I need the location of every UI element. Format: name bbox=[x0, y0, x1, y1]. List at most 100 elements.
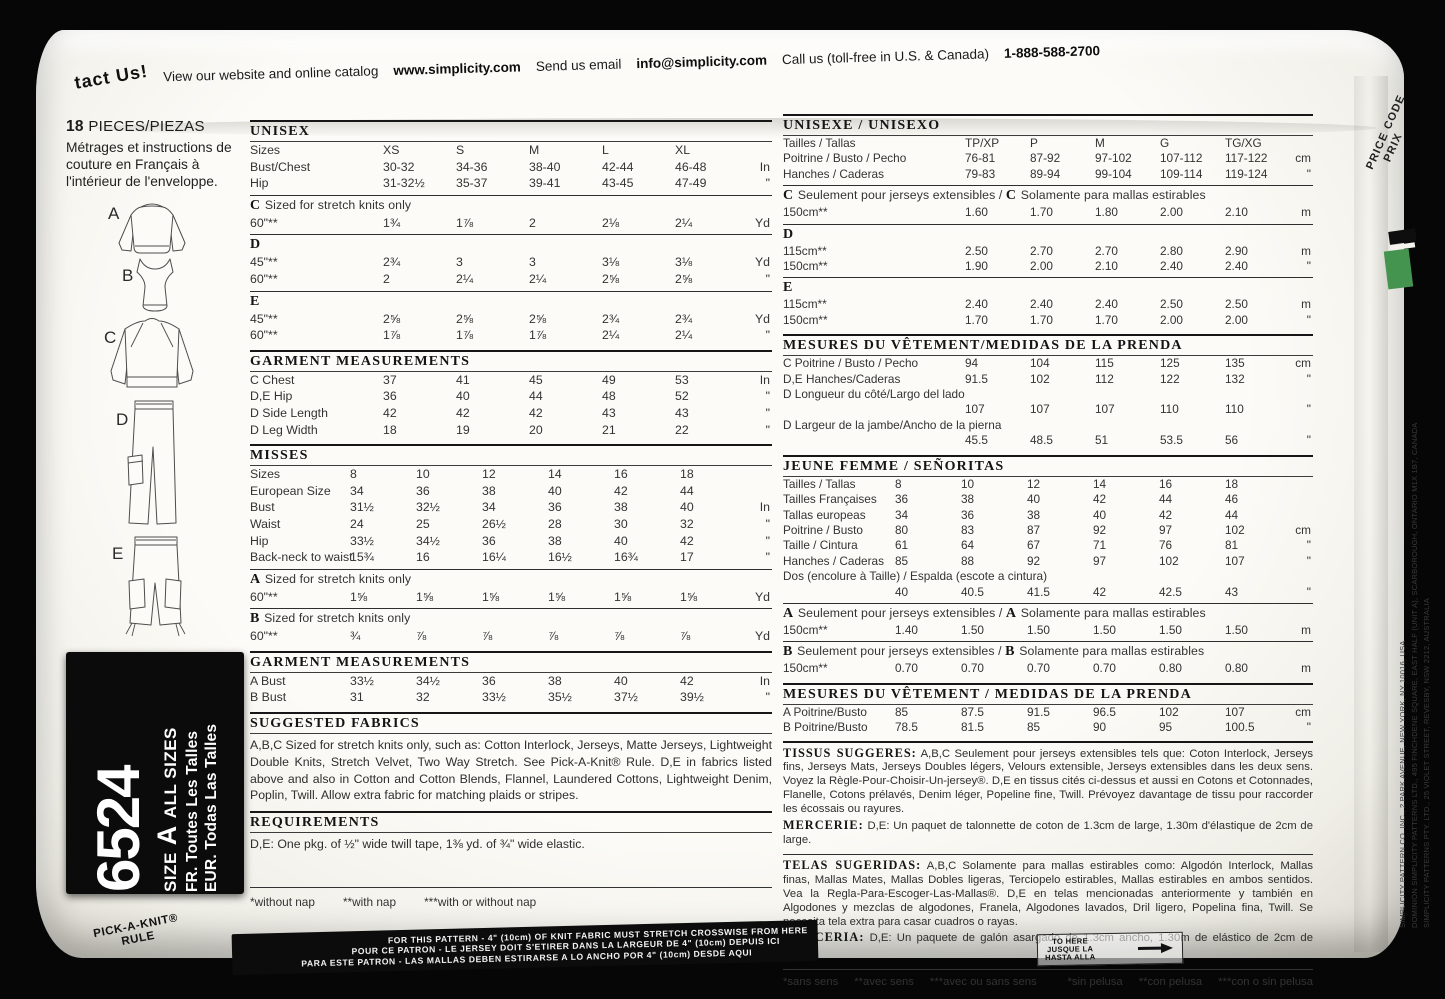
row-value: 87 bbox=[1027, 522, 1041, 537]
row-value: 35-37 bbox=[456, 176, 488, 191]
row-value: 1⅝ bbox=[614, 589, 632, 604]
table-heading: B Sized for stretch knits only bbox=[250, 608, 772, 628]
table-row: Dos (encolure à Taille) / Espalda (escot… bbox=[783, 569, 1313, 584]
garment-sketch-b bbox=[136, 258, 174, 312]
view-label-e: E bbox=[112, 544, 124, 563]
row-label: 60"** bbox=[250, 589, 278, 604]
row-unit: cm bbox=[1295, 356, 1311, 371]
publisher-address: SIMPLICITY PATTERNS PTY. LTD., 25 VIOLET… bbox=[1422, 598, 1431, 928]
row-value: 107 bbox=[1030, 402, 1050, 417]
row-label: Hanches / Caderas bbox=[783, 553, 884, 568]
row-label: Back-neck to waist bbox=[250, 550, 353, 565]
row-label: Poitrine / Busto bbox=[783, 522, 863, 537]
row-value: 42 bbox=[456, 405, 470, 420]
row-value: 33½ bbox=[350, 673, 374, 688]
row-value: 1.70 bbox=[1095, 312, 1118, 327]
table-row: C Poitrine / Busto / Pecho 94 104 115 125 135… bbox=[783, 356, 1313, 371]
row-value: 1⅝ bbox=[548, 589, 566, 604]
view-label-d: D bbox=[116, 410, 129, 429]
table-heading-bold: E bbox=[250, 293, 261, 309]
row-value: 1¾ bbox=[383, 215, 401, 230]
table-heading-text: Sized for stretch knits only bbox=[260, 611, 411, 626]
row-value: 34-36 bbox=[456, 159, 488, 174]
table-heading: E bbox=[250, 290, 772, 311]
table-row: D Side Length 42 42 42 43 43 " bbox=[250, 405, 772, 422]
row-value: 1.50 bbox=[1027, 622, 1050, 637]
row-value: 41.5 bbox=[1027, 584, 1050, 599]
row-unit: Yd bbox=[754, 311, 770, 326]
row-value: 1.50 bbox=[1093, 622, 1116, 637]
table-row: B Poitrine/Busto 78.5 81.5 85 90 95 100.5 " bbox=[783, 720, 1313, 735]
table-heading-bold: UNISEXE / UNISEXO bbox=[783, 118, 941, 133]
row-value: 32 bbox=[680, 516, 694, 531]
table-vue-d: D 115cm** 2.50 2.70 2.70 2.80 2.90 m 150cm** 1.90… bbox=[783, 223, 1313, 275]
row-value: 2⅝ bbox=[529, 311, 547, 326]
row-value: 43 bbox=[1225, 584, 1239, 599]
row-unit: " bbox=[1306, 371, 1311, 386]
row-label: 60"** bbox=[250, 629, 278, 644]
row-value: 0.80 bbox=[1225, 661, 1248, 676]
row-value: 36 bbox=[383, 389, 397, 404]
table-row: D Longueur du côté/Largo del lado bbox=[783, 387, 1313, 402]
nap-footnote: *without nap bbox=[250, 895, 315, 910]
view-label-b: B bbox=[122, 266, 134, 285]
row-value: 41 bbox=[456, 372, 470, 387]
size-letter: A bbox=[151, 825, 182, 846]
garment-sketch-e bbox=[125, 536, 186, 637]
table-row: Sizes 8 10 12 14 16 18 bbox=[250, 466, 772, 483]
french-size-tables: UNISEXE / UNISEXO Tailles / Tallas TP/XP P M… bbox=[783, 114, 1313, 736]
row-value: 33½ bbox=[350, 533, 374, 548]
row-value: 2.00 bbox=[1030, 259, 1053, 274]
row-value: 107 bbox=[1095, 402, 1115, 417]
row-value: 12 bbox=[482, 467, 496, 482]
row-value: 1⅞ bbox=[383, 328, 401, 343]
row-value: 95 bbox=[1159, 720, 1173, 735]
paper-crease bbox=[96, 118, 1376, 138]
table-heading-bold: UNISEX bbox=[250, 124, 311, 139]
table-heading-text: Seulement pour jerseys extensibles / bbox=[794, 605, 1006, 620]
row-value: 18 bbox=[383, 422, 397, 437]
table-row: A Bust 33½ 34½ 36 38 40 42 In bbox=[250, 673, 772, 690]
row-value: 97 bbox=[1093, 553, 1107, 568]
row-label: 115cm** bbox=[783, 243, 827, 258]
to-here-box: TO HERE JUSQUE LA HASTA ALLA bbox=[1036, 931, 1184, 967]
table-heading: MISSES bbox=[250, 444, 772, 467]
row-value: 42 bbox=[383, 405, 397, 420]
row-value: ⅞ bbox=[614, 629, 625, 644]
telas-sugeridas-lead: TELAS SUGERIDAS: bbox=[783, 857, 922, 872]
row-value: 18 bbox=[1225, 476, 1239, 491]
row-value: 2.00 bbox=[1225, 312, 1248, 327]
sens-pelusa-footnotes: *sans sens **avec sens ***avec ou sans sen… bbox=[783, 969, 1313, 988]
row-label: Hip bbox=[250, 533, 269, 548]
telas-sugeridas-section: TELAS SUGERIDAS: A,B,C Solamente para ma… bbox=[783, 853, 1313, 960]
table-row: Tallas europeas 34 36 38 40 42 44 bbox=[783, 508, 1313, 523]
row-value: 2.50 bbox=[1225, 297, 1248, 312]
banner-call-text: Call us (toll-free in U.S. & Canada) bbox=[781, 46, 990, 68]
to-here-text: HASTA ALLA bbox=[1045, 952, 1096, 963]
row-unit: " bbox=[1306, 538, 1311, 553]
row-label: 45"** bbox=[250, 311, 278, 326]
row-value: 39-41 bbox=[529, 176, 561, 191]
table-heading: D bbox=[783, 223, 1313, 244]
row-value: 16 bbox=[1159, 476, 1173, 491]
tissus-suggeres-text: A,B,C Seulement pour jerseys extensibles… bbox=[783, 747, 1314, 816]
row-value: 35½ bbox=[548, 690, 572, 705]
row-value: 2.40 bbox=[965, 297, 988, 312]
row-value: 8 bbox=[895, 476, 902, 491]
row-unit: m bbox=[1301, 297, 1311, 312]
table-row: 60"** 2 2¼ 2¼ 2⅝ 2⅝ " bbox=[250, 271, 772, 288]
row-value: 42 bbox=[680, 673, 694, 688]
row-value: 2⅛ bbox=[602, 215, 620, 230]
row-unit: Yd bbox=[754, 589, 770, 604]
row-value: 49 bbox=[602, 372, 616, 387]
publisher-address: SIMPLICITY PATTERN CO. INC., 2 PARK AVEN… bbox=[1398, 640, 1407, 928]
row-unit: cm bbox=[1295, 704, 1311, 719]
table-heading-bold: D bbox=[250, 237, 262, 253]
row-unit: " bbox=[765, 516, 770, 531]
table-mesures-unisexe: MESURES DU VÊTEMENT/MEDIDAS DE LA PRENDA… bbox=[783, 334, 1313, 448]
row-value: 1.50 bbox=[961, 622, 984, 637]
row-label: Tallas europeas bbox=[783, 507, 866, 522]
row-value: 32½ bbox=[416, 500, 440, 515]
suggested-fabrics-text: A,B,C Sized for stretch knits only, such… bbox=[250, 738, 772, 803]
row-unit: m bbox=[1301, 205, 1311, 220]
